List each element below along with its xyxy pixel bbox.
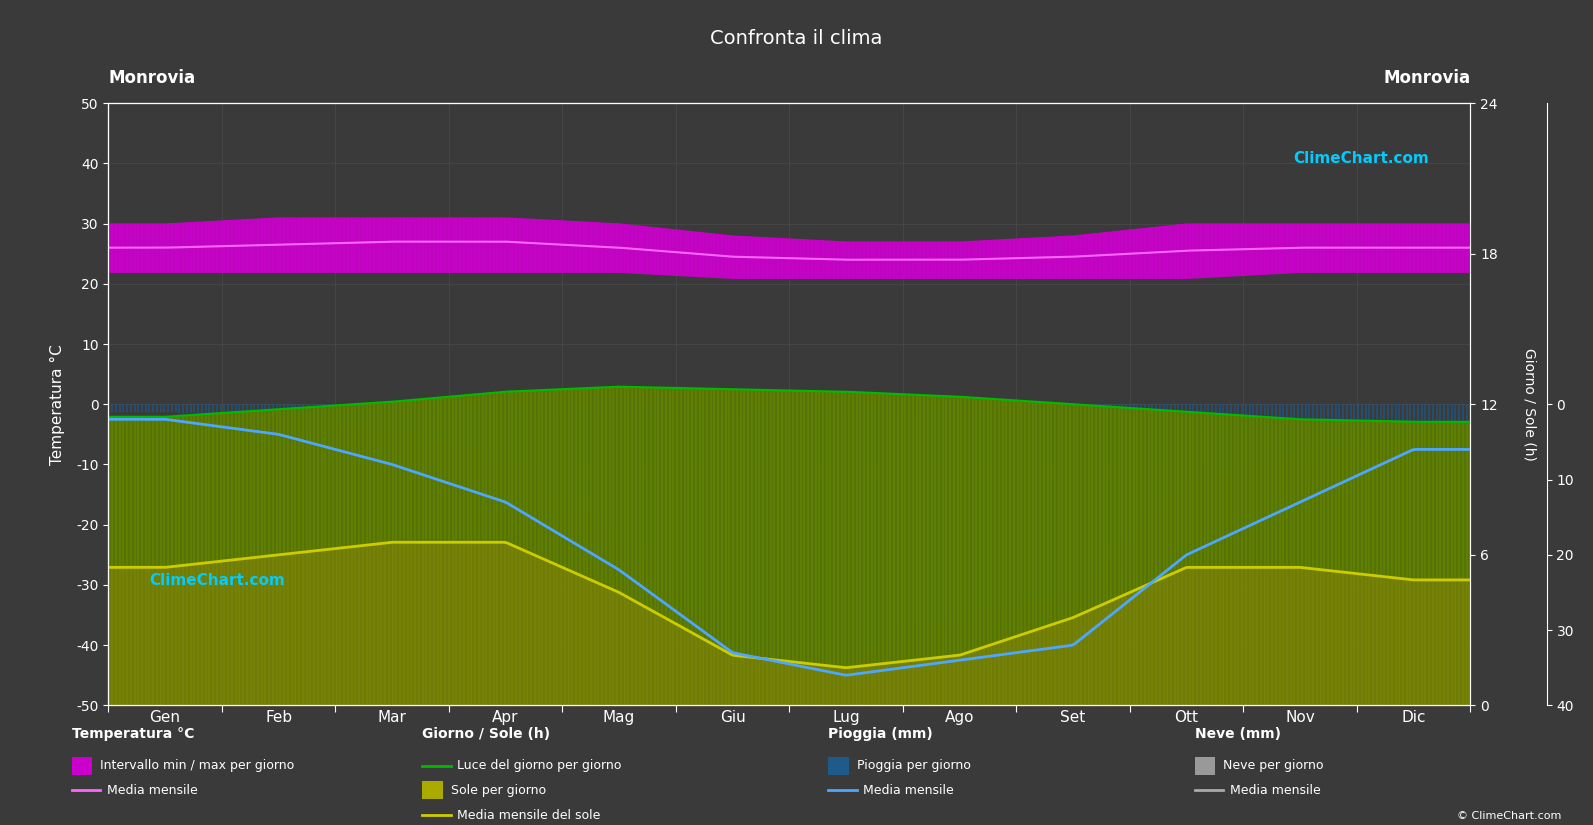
Text: Monrovia: Monrovia [108,68,196,87]
Text: Pioggia per giorno: Pioggia per giorno [857,759,970,772]
Text: ClimeChart.com: ClimeChart.com [150,573,285,588]
Text: Neve (mm): Neve (mm) [1195,728,1281,742]
Text: © ClimeChart.com: © ClimeChart.com [1456,811,1561,821]
Text: Intervallo min / max per giorno: Intervallo min / max per giorno [100,759,295,772]
Text: Media mensile: Media mensile [1230,784,1321,797]
Text: Luce del giorno per giorno: Luce del giorno per giorno [457,759,621,772]
Y-axis label: Temperatura °C: Temperatura °C [49,344,65,464]
Text: Giorno / Sole (h): Giorno / Sole (h) [422,728,550,742]
Y-axis label: Giorno / Sole (h): Giorno / Sole (h) [1523,348,1537,460]
Text: Pioggia (mm): Pioggia (mm) [828,728,933,742]
Text: Sole per giorno: Sole per giorno [451,784,546,797]
Text: Media mensile: Media mensile [107,784,198,797]
Text: Monrovia: Monrovia [1383,68,1470,87]
Text: Confronta il clima: Confronta il clima [710,29,883,48]
Text: Media mensile: Media mensile [863,784,954,797]
Text: Media mensile del sole: Media mensile del sole [457,808,601,822]
Text: Neve per giorno: Neve per giorno [1223,759,1324,772]
Text: Temperatura °C: Temperatura °C [72,728,194,742]
Text: ClimeChart.com: ClimeChart.com [1294,151,1429,167]
